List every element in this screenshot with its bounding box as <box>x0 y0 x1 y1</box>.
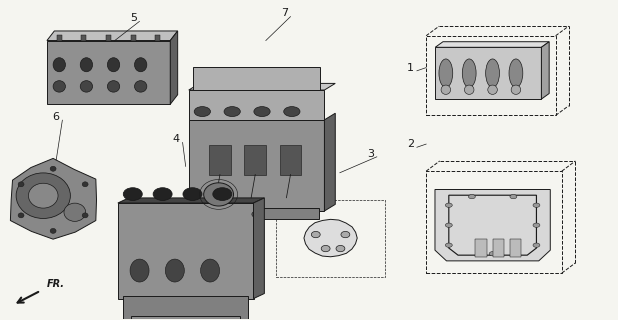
Ellipse shape <box>64 203 86 221</box>
Text: 5: 5 <box>130 13 137 23</box>
Polygon shape <box>541 42 549 99</box>
Bar <box>209 145 231 174</box>
Ellipse shape <box>166 259 184 282</box>
Ellipse shape <box>53 58 66 72</box>
Polygon shape <box>435 189 550 261</box>
Polygon shape <box>11 158 96 239</box>
Ellipse shape <box>533 243 540 247</box>
Ellipse shape <box>224 107 240 116</box>
Ellipse shape <box>439 59 453 87</box>
Ellipse shape <box>108 58 120 72</box>
Polygon shape <box>253 198 265 299</box>
Ellipse shape <box>284 107 300 116</box>
Ellipse shape <box>153 188 172 200</box>
Polygon shape <box>118 198 265 203</box>
Bar <box>426 36 556 116</box>
Bar <box>132 316 240 320</box>
Bar <box>106 36 111 41</box>
Ellipse shape <box>82 213 88 218</box>
Bar <box>57 36 62 41</box>
Ellipse shape <box>80 81 93 92</box>
Text: 1: 1 <box>407 63 414 73</box>
Polygon shape <box>324 113 336 211</box>
Ellipse shape <box>53 81 66 92</box>
Bar <box>475 239 487 257</box>
Ellipse shape <box>341 231 350 238</box>
Text: 3: 3 <box>367 148 374 159</box>
Ellipse shape <box>135 81 147 92</box>
Ellipse shape <box>533 223 540 227</box>
Ellipse shape <box>18 182 24 187</box>
Text: 6: 6 <box>53 112 60 122</box>
Bar <box>118 203 253 299</box>
Bar <box>131 36 136 41</box>
Text: FR.: FR. <box>47 279 65 289</box>
Ellipse shape <box>204 183 234 206</box>
Bar <box>276 199 385 276</box>
Ellipse shape <box>489 252 496 256</box>
Ellipse shape <box>50 166 56 171</box>
Ellipse shape <box>108 81 120 92</box>
Ellipse shape <box>28 183 58 208</box>
Ellipse shape <box>311 231 320 238</box>
Ellipse shape <box>446 203 452 207</box>
Ellipse shape <box>464 85 474 94</box>
Ellipse shape <box>533 203 540 207</box>
Polygon shape <box>304 219 357 257</box>
Ellipse shape <box>254 107 270 116</box>
Ellipse shape <box>446 223 452 227</box>
Ellipse shape <box>16 173 70 219</box>
Ellipse shape <box>468 195 475 199</box>
Ellipse shape <box>486 59 499 87</box>
Bar <box>123 296 248 319</box>
Ellipse shape <box>510 195 517 199</box>
Ellipse shape <box>252 211 261 218</box>
Bar <box>193 67 320 90</box>
Bar <box>510 239 522 257</box>
Bar <box>188 90 324 120</box>
Bar <box>493 239 504 257</box>
Ellipse shape <box>130 259 149 282</box>
Ellipse shape <box>194 107 211 116</box>
Bar <box>194 208 319 219</box>
Ellipse shape <box>80 58 93 72</box>
Ellipse shape <box>509 59 523 87</box>
Ellipse shape <box>201 259 219 282</box>
Text: 4: 4 <box>173 134 180 144</box>
Ellipse shape <box>50 228 56 233</box>
Polygon shape <box>435 42 549 47</box>
Ellipse shape <box>441 85 451 94</box>
Ellipse shape <box>511 85 521 94</box>
Ellipse shape <box>462 59 476 87</box>
Ellipse shape <box>488 85 497 94</box>
Ellipse shape <box>321 245 330 252</box>
Polygon shape <box>47 31 177 41</box>
Bar <box>244 145 266 174</box>
Bar <box>280 145 302 174</box>
Polygon shape <box>188 84 336 90</box>
Ellipse shape <box>135 58 147 72</box>
Ellipse shape <box>446 243 452 247</box>
Bar <box>82 36 87 41</box>
Bar <box>435 47 541 99</box>
Ellipse shape <box>18 213 24 218</box>
Bar <box>426 171 562 273</box>
Polygon shape <box>171 31 177 104</box>
Ellipse shape <box>213 188 232 200</box>
Ellipse shape <box>82 182 88 187</box>
Text: 2: 2 <box>407 139 414 149</box>
Ellipse shape <box>123 188 142 200</box>
Bar <box>188 120 324 211</box>
Ellipse shape <box>336 245 345 252</box>
Ellipse shape <box>183 188 202 200</box>
Bar <box>47 41 171 104</box>
Text: 7: 7 <box>281 8 288 19</box>
Bar <box>156 36 161 41</box>
